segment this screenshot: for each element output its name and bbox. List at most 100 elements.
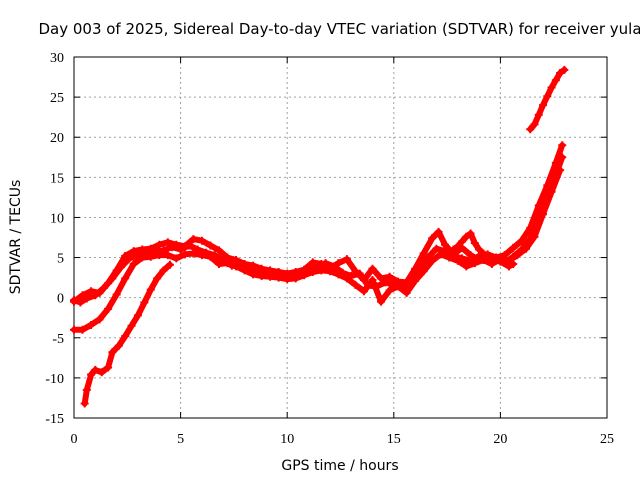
x-tick-label: 0 [71, 432, 78, 447]
data-point [368, 264, 377, 273]
data-point [249, 270, 258, 279]
data-point [359, 287, 368, 296]
data-point [114, 341, 123, 350]
data-point [496, 257, 505, 266]
data-point [521, 244, 530, 253]
data-point [377, 297, 386, 306]
data-point [146, 285, 155, 294]
data-point [82, 385, 91, 394]
data-point [97, 368, 106, 377]
data-point [121, 274, 130, 283]
data-point [206, 241, 215, 250]
data-point [325, 267, 334, 276]
data-point [240, 266, 249, 275]
data-point [509, 243, 518, 252]
data-point [428, 256, 437, 265]
y-axis-label: SDTVAR / TECUs [8, 180, 24, 295]
data-point [165, 260, 174, 269]
data-point [411, 276, 420, 285]
y-tick-label: 5 [57, 252, 64, 267]
data-point [547, 187, 556, 196]
data-point [394, 282, 403, 291]
data-point [70, 325, 78, 334]
data-point [112, 290, 121, 299]
y-tick-label: -5 [52, 332, 64, 347]
y-tick-label: 25 [50, 91, 64, 106]
data-point [104, 363, 113, 372]
data-point [129, 259, 138, 268]
data-point [539, 210, 548, 219]
series-track [81, 261, 173, 407]
data-point [108, 348, 117, 357]
series-track [71, 154, 566, 306]
data-point [355, 269, 364, 278]
data-point [462, 232, 471, 241]
data-marks [70, 65, 569, 408]
data-point [317, 266, 326, 275]
data-point [197, 251, 206, 260]
data-point [423, 253, 432, 262]
data-point [526, 125, 535, 134]
axis-ticks: 0 5 10 15 20 25 -15 -10 -5 0 5 10 15 20 25 30 [45, 51, 614, 447]
data-point [274, 273, 283, 282]
data-point [308, 267, 317, 276]
data-point [232, 262, 241, 271]
x-axis-label: GPS time / hours [281, 458, 398, 474]
data-point [449, 245, 458, 254]
data-point [551, 76, 560, 85]
grid [74, 57, 607, 418]
data-point [547, 83, 556, 92]
data-point [436, 250, 445, 259]
y-tick-label: 10 [50, 211, 64, 226]
data-point [168, 243, 177, 252]
data-point [87, 370, 96, 379]
data-point [530, 232, 539, 241]
data-point [300, 271, 309, 280]
data-point [266, 272, 275, 281]
data-point [189, 235, 198, 244]
data-point [385, 272, 394, 281]
data-point [153, 274, 162, 283]
data-point [206, 252, 215, 261]
data-point [257, 272, 266, 281]
data-point [197, 236, 206, 245]
data-point [155, 251, 164, 260]
data-point [70, 296, 78, 305]
data-point [368, 276, 377, 285]
data-point [402, 288, 411, 297]
data-point [163, 238, 172, 247]
data-point [466, 229, 475, 238]
y-tick-label: -15 [45, 412, 64, 427]
data-point [556, 166, 565, 175]
data-point [342, 255, 351, 264]
data-point [291, 274, 300, 283]
data-point [163, 251, 172, 260]
data-point [180, 250, 189, 259]
plot-frame [73, 56, 608, 419]
series-track-d [80, 260, 174, 408]
data-point [381, 278, 390, 287]
data-point [223, 259, 232, 268]
data-point [82, 294, 91, 303]
x-tick-label: 10 [280, 432, 294, 447]
data-point [78, 325, 87, 334]
x-tick-label: 5 [177, 432, 184, 447]
data-point [487, 253, 496, 262]
data-point [87, 320, 96, 329]
data-point [419, 249, 428, 258]
data-point [351, 280, 360, 289]
data-point [321, 259, 330, 268]
data-point [479, 249, 488, 258]
data-point [330, 262, 339, 271]
y-tick-label: 15 [50, 171, 64, 186]
data-point [377, 274, 386, 283]
data-point [116, 263, 125, 272]
data-point [76, 298, 85, 307]
x-tick-label: 20 [493, 432, 507, 447]
data-point [159, 266, 168, 275]
chart-title: Day 003 of 2025, Sidereal Day-to-day VTE… [38, 20, 640, 38]
data-point [121, 332, 130, 341]
data-point [108, 274, 117, 283]
series-track-a [70, 141, 567, 306]
